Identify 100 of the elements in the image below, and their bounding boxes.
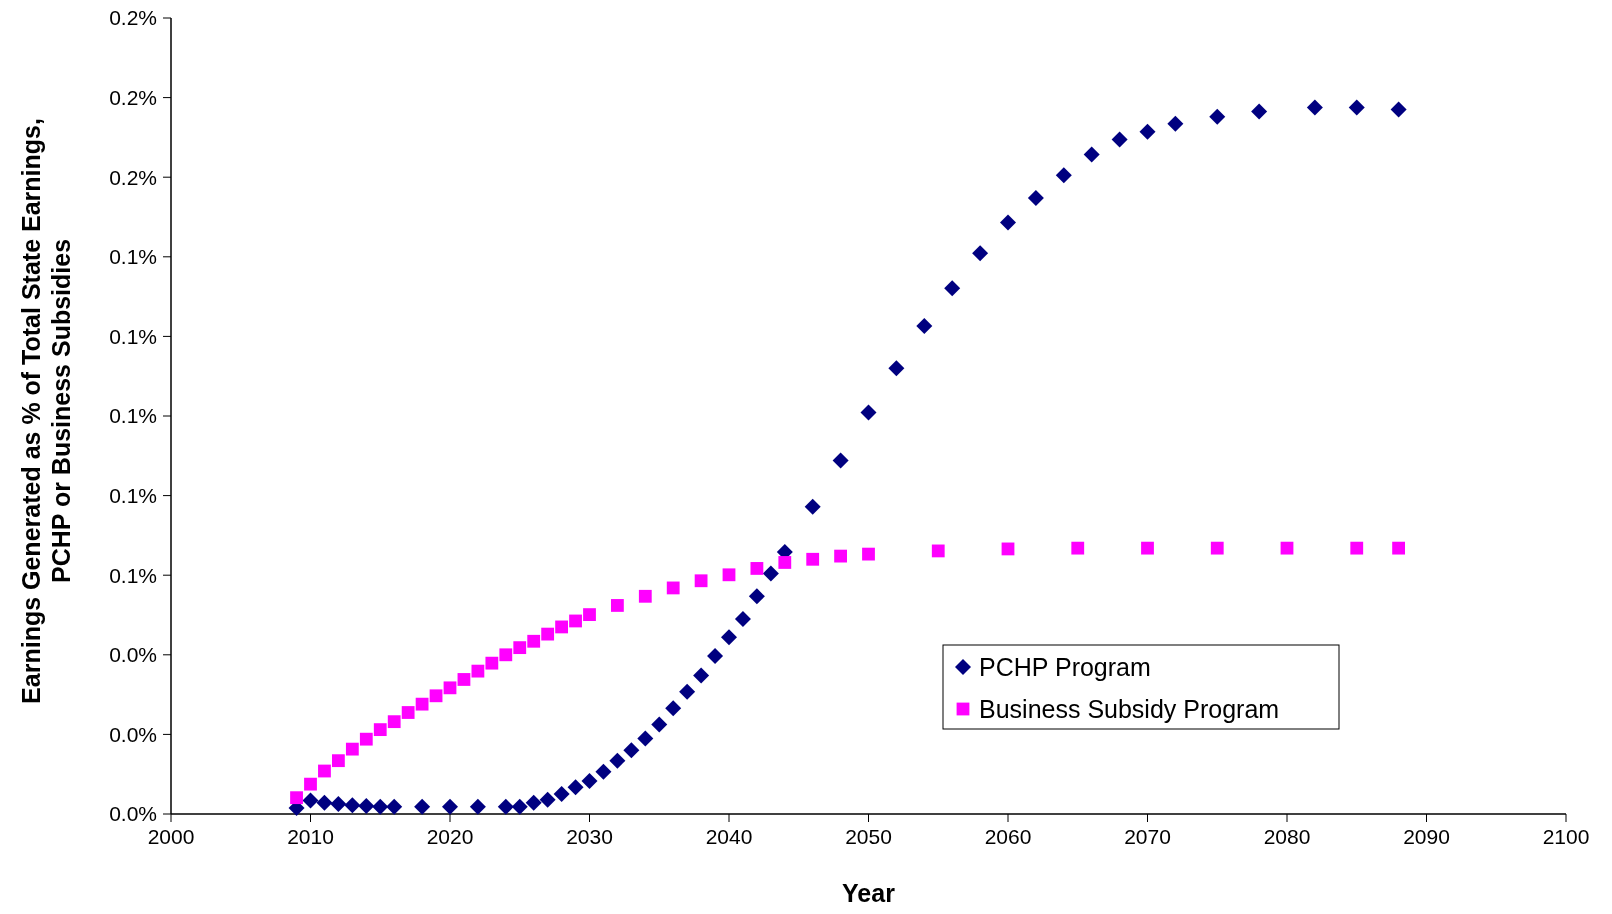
y-tick-label: 0.0%	[109, 722, 157, 746]
point	[471, 664, 485, 678]
point	[834, 549, 847, 563]
point	[1392, 541, 1405, 555]
point	[637, 730, 654, 747]
point	[302, 792, 319, 809]
point	[888, 360, 905, 377]
point	[623, 742, 640, 759]
point	[1071, 541, 1085, 555]
y-tick-label: 0.1%	[109, 324, 157, 348]
point	[609, 752, 626, 769]
point	[344, 797, 361, 814]
point	[499, 648, 513, 662]
y-tick-label: 0.1%	[109, 563, 157, 587]
point	[372, 798, 389, 815]
point	[638, 589, 652, 603]
point	[386, 798, 403, 815]
point	[1000, 214, 1016, 231]
y-tick-label: 0.2%	[109, 85, 157, 109]
point	[707, 647, 724, 664]
x-tick-label: 2050	[845, 825, 892, 848]
point	[972, 245, 989, 262]
x-axis-title: Year	[842, 879, 896, 907]
point	[330, 796, 347, 813]
point	[581, 772, 598, 789]
point	[555, 620, 568, 634]
point	[1167, 115, 1184, 132]
point	[665, 700, 682, 717]
point	[778, 556, 792, 569]
point	[429, 689, 443, 703]
point	[679, 683, 696, 700]
y-tick-label: 0.1%	[109, 483, 157, 507]
point	[806, 552, 820, 566]
point	[1083, 146, 1100, 163]
point	[511, 798, 528, 815]
point	[1139, 123, 1156, 140]
point	[832, 452, 849, 469]
point	[862, 547, 875, 561]
point	[332, 754, 345, 768]
point	[916, 318, 933, 335]
y-tick-label: 0.2%	[109, 6, 157, 30]
point	[373, 723, 387, 737]
point	[1251, 103, 1268, 120]
point	[583, 608, 596, 621]
point	[401, 706, 415, 719]
point	[693, 667, 710, 684]
point	[442, 798, 458, 815]
legend-label: Business Subsidy Program	[979, 694, 1280, 723]
point	[443, 681, 457, 695]
point	[860, 404, 877, 421]
x-tick-label: 2090	[1403, 825, 1450, 848]
x-tick-label: 2080	[1263, 825, 1311, 848]
point	[750, 562, 764, 575]
point	[734, 610, 751, 627]
point	[359, 732, 373, 746]
x-tick-label: 2030	[566, 825, 613, 848]
point	[415, 697, 429, 711]
y-tick-label: 0.1%	[109, 404, 157, 428]
point	[541, 627, 555, 641]
point	[539, 791, 556, 808]
x-tick-label: 2070	[1124, 825, 1171, 848]
point	[387, 715, 401, 729]
point	[1280, 541, 1294, 555]
point	[457, 673, 471, 686]
point	[1055, 167, 1072, 184]
y-axis-title: Earnings Generated as % of Total State Earnings, PCHP or Business Subsidies	[17, 118, 75, 704]
point	[1027, 189, 1044, 206]
y-tick-label: 0.2%	[109, 165, 157, 189]
point	[527, 634, 541, 648]
point	[304, 777, 317, 791]
point	[553, 786, 570, 803]
legend-label: PCHP Program	[979, 652, 1151, 681]
point	[414, 798, 431, 815]
point	[762, 565, 779, 582]
point	[345, 742, 359, 756]
point	[804, 498, 821, 515]
point	[1141, 541, 1154, 555]
point	[318, 764, 331, 778]
point	[569, 614, 582, 628]
point	[358, 798, 375, 815]
x-tick-label: 2100	[1542, 825, 1590, 848]
point	[525, 794, 542, 811]
x-tick-label: 2000	[147, 825, 195, 848]
point	[944, 280, 961, 297]
point	[1209, 108, 1226, 125]
point	[1306, 99, 1323, 116]
point	[748, 588, 765, 605]
y-tick-label: 0.0%	[109, 802, 157, 826]
point	[469, 798, 486, 815]
point	[694, 574, 708, 588]
x-tick-label: 2010	[287, 825, 334, 848]
x-tick-label: 2060	[984, 825, 1032, 848]
point	[1111, 131, 1128, 148]
point	[721, 629, 737, 646]
point	[595, 763, 612, 780]
point	[931, 544, 945, 558]
point	[1350, 541, 1364, 555]
y-tick-label: 0.1%	[109, 245, 157, 269]
point	[290, 791, 303, 805]
point	[513, 641, 527, 655]
